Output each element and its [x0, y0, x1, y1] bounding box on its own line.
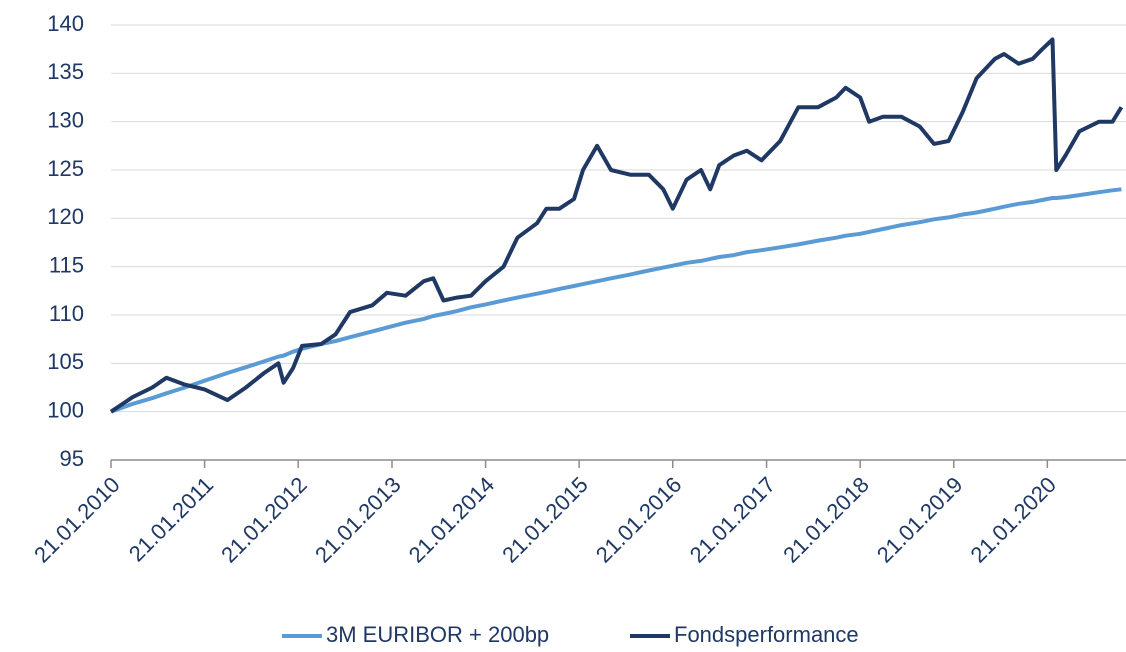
- x-tick-label: 21.01.2012: [216, 472, 312, 568]
- x-tick-label: 21.01.2013: [310, 472, 406, 568]
- x-tick-label: 21.01.2010: [29, 472, 125, 568]
- y-tick-label: 100: [47, 397, 84, 422]
- x-tick-label: 21.01.2017: [685, 472, 781, 568]
- x-tick-label: 21.01.2019: [872, 472, 968, 568]
- x-tick-label: 21.01.2015: [497, 472, 593, 568]
- series-line: [109, 37, 1124, 414]
- x-tick-label: 21.01.2014: [404, 472, 500, 568]
- y-tick-label: 120: [47, 204, 84, 229]
- y-tick-label: 125: [47, 156, 84, 181]
- series-line: [110, 187, 1122, 414]
- x-tick-label: 21.01.2016: [591, 472, 687, 568]
- y-tick-label: 95: [60, 446, 84, 471]
- legend-label: 3M EURIBOR + 200bp: [326, 622, 549, 647]
- x-tick-label: 21.01.2018: [778, 472, 874, 568]
- y-tick-label: 130: [47, 107, 84, 132]
- legend-label: Fondsperformance: [674, 622, 859, 647]
- y-tick-label: 135: [47, 59, 84, 84]
- x-tick-label: 21.01.2011: [124, 472, 218, 566]
- y-tick-label: 105: [47, 349, 84, 374]
- y-tick-label: 110: [49, 301, 84, 326]
- y-tick-label: 140: [47, 11, 84, 36]
- x-tick-label: 21.01.2020: [965, 472, 1061, 568]
- y-tick-label: 115: [49, 252, 84, 277]
